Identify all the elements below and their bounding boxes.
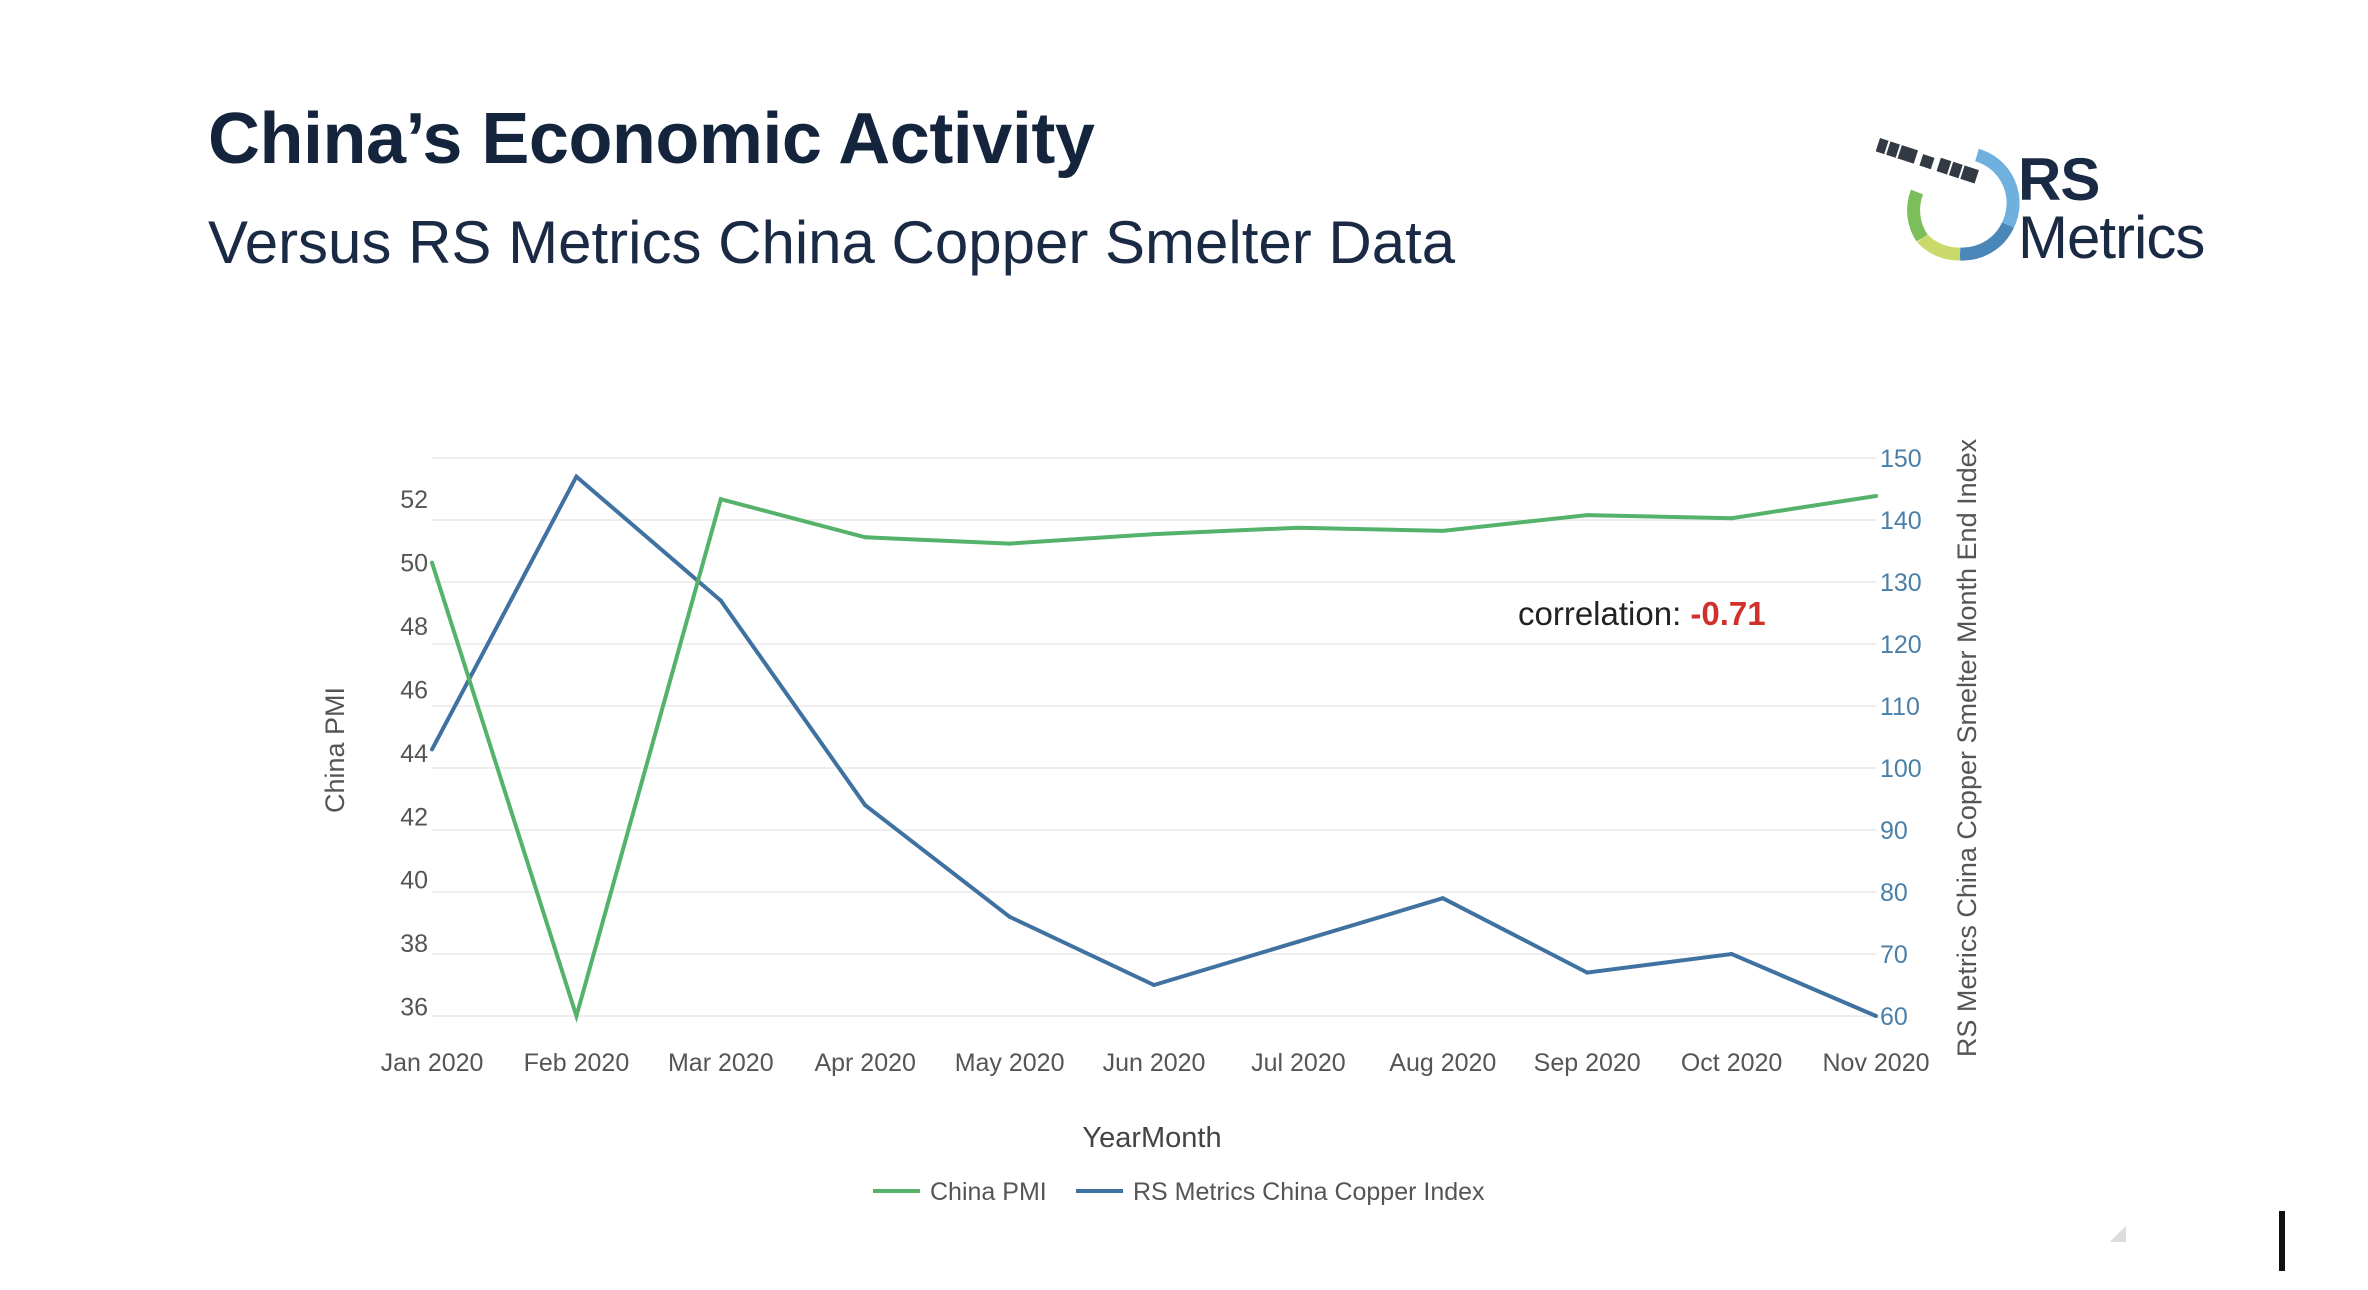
data-point-china-pmi — [1440, 528, 1445, 533]
data-point-china-pmi — [1152, 532, 1156, 537]
right-tick-label: 140 — [1880, 507, 1922, 535]
page-title: China’s Economic Activity — [208, 99, 1095, 179]
right-tick-label: 130 — [1880, 569, 1922, 597]
resize-corner-icon — [2110, 1226, 2126, 1242]
correlation-value: -0.71 — [1690, 595, 1765, 632]
x-tick-label: May 2020 — [955, 1049, 1065, 1077]
right-tick-label: 150 — [1880, 445, 1922, 473]
x-axis-ticks: Jan 2020 Feb 2020 Mar 2020 Apr 2020 May 2020… — [381, 1049, 1930, 1077]
left-tick-label: 48 — [400, 613, 428, 641]
x-tick-label: Mar 2020 — [668, 1049, 774, 1077]
data-point-china-pmi — [863, 535, 868, 540]
data-point-china-pmi — [574, 1014, 579, 1018]
x-tick-label: Oct 2020 — [1681, 1049, 1782, 1077]
correlation-annotation: correlation: -0.71 — [1518, 595, 1766, 632]
right-tick-label: 60 — [1880, 1003, 1908, 1031]
correlation-label: correlation: — [1518, 595, 1690, 632]
data-point-china-pmi — [1585, 513, 1590, 518]
left-tick-label: 52 — [400, 486, 428, 514]
left-tick-label: 38 — [400, 930, 428, 958]
data-point-copper-index — [1585, 970, 1590, 975]
logo-wordmark: RS Metrics — [2018, 146, 2205, 271]
logo-line-1: RS — [2018, 146, 2100, 213]
data-point-copper-index — [1007, 914, 1012, 919]
data-point-copper-index — [718, 598, 723, 603]
left-tick-label: 46 — [400, 676, 428, 704]
right-tick-label: 100 — [1880, 755, 1922, 783]
left-tick-label: 42 — [400, 803, 428, 831]
series-line-china-pmi — [430, 494, 1877, 1023]
left-tick-label: 44 — [400, 740, 428, 768]
left-axis-label: China PMI — [320, 687, 350, 813]
right-tick-label: 90 — [1880, 817, 1908, 845]
data-point-copper-index — [1152, 983, 1156, 987]
data-point-china-pmi — [1874, 494, 1878, 499]
x-axis-label: YearMonth — [1082, 1122, 1221, 1154]
legend: China PMI RS Metrics China Copper Index — [873, 1178, 1485, 1206]
x-tick-label: Aug 2020 — [1389, 1049, 1496, 1077]
series-lines — [430, 473, 1878, 1023]
data-point-copper-index — [863, 803, 868, 808]
data-point-copper-index — [1874, 1014, 1878, 1018]
x-tick-label: Nov 2020 — [1822, 1049, 1929, 1077]
left-tick-label: 40 — [400, 867, 428, 895]
text-cursor-icon — [2279, 1211, 2285, 1271]
data-point-china-pmi — [430, 560, 434, 565]
x-tick-label: Jul 2020 — [1251, 1049, 1346, 1077]
x-tick-label: Feb 2020 — [524, 1049, 630, 1077]
data-point-copper-index — [574, 474, 579, 479]
data-point-china-pmi — [1729, 516, 1734, 521]
left-axis-ticks: 36 38 40 42 44 46 48 50 52 — [400, 486, 428, 1021]
data-point-copper-index — [1440, 896, 1445, 901]
x-tick-label: Jun 2020 — [1103, 1049, 1206, 1077]
gridlines — [432, 457, 1876, 1017]
logo-line-2: Metrics — [2018, 204, 2205, 271]
legend-label-copper-index: RS Metrics China Copper Index — [1133, 1178, 1485, 1206]
data-point-copper-index — [430, 747, 434, 752]
right-tick-label: 120 — [1880, 631, 1922, 659]
data-point-china-pmi — [1296, 525, 1301, 530]
data-point-china-pmi — [718, 497, 723, 502]
data-point-copper-index — [1729, 952, 1734, 956]
right-axis-label: RS Metrics China Copper Smelter Month En… — [1952, 438, 1982, 1057]
x-tick-label: Sep 2020 — [1534, 1049, 1641, 1077]
rs-metrics-logo-icon — [1875, 138, 2020, 261]
right-tick-label: 70 — [1880, 941, 1908, 969]
left-tick-label: 36 — [400, 993, 428, 1021]
series-line-copper-index — [430, 473, 1877, 1018]
left-tick-label: 50 — [400, 550, 428, 578]
page-subtitle: Versus RS Metrics China Copper Smelter D… — [208, 209, 1456, 276]
right-tick-label: 110 — [1880, 693, 1920, 721]
data-point-copper-index — [1296, 939, 1301, 944]
legend-label-china-pmi: China PMI — [930, 1178, 1047, 1206]
x-tick-label: Apr 2020 — [814, 1049, 915, 1077]
right-tick-label: 80 — [1880, 879, 1908, 907]
right-axis-ticks: 60 70 80 90 100 110 120 130 140 150 — [1880, 445, 1922, 1031]
x-tick-label: Jan 2020 — [381, 1049, 484, 1077]
data-point-china-pmi — [1007, 541, 1012, 546]
